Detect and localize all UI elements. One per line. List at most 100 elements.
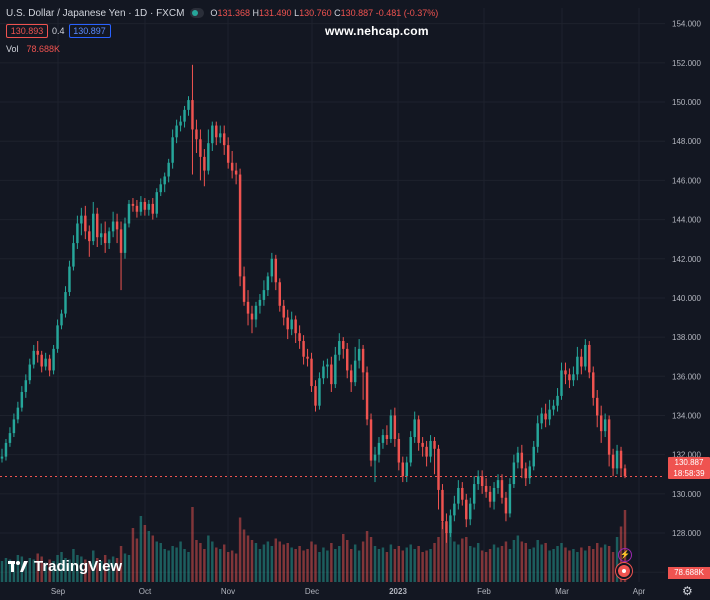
volume-bar: [334, 549, 337, 582]
chart-grid: [0, 8, 665, 582]
volume-bar: [449, 525, 452, 582]
bar-countdown: 18:58:39: [673, 469, 705, 478]
volume-bar: [461, 538, 464, 582]
candle-body: [599, 415, 603, 432]
candle-body: [544, 413, 547, 420]
candle-body: [32, 350, 35, 365]
spread-value: 0.4: [52, 26, 65, 36]
volume-price-tag: 78.688K: [668, 567, 710, 579]
tradingview-logo[interactable]: TradingView: [8, 558, 122, 575]
candle-body: [401, 462, 405, 477]
candle-body: [238, 174, 242, 277]
candle-body: [377, 442, 381, 455]
volume-bar: [310, 541, 313, 582]
candle-body: [373, 454, 377, 461]
volume-bar: [361, 541, 365, 582]
candle-body: [175, 125, 178, 138]
volume-bar: [195, 540, 198, 582]
candle-body: [266, 276, 270, 291]
settings-gear-icon[interactable]: ⚙: [682, 584, 693, 598]
volume-bar: [457, 544, 460, 582]
volume-bar: [187, 552, 190, 582]
candle-body: [306, 356, 309, 359]
volume-bar: [345, 540, 349, 582]
candle-body: [171, 137, 174, 163]
volume-bar: [60, 552, 63, 582]
candle-body: [274, 258, 278, 283]
volume-bar: [12, 562, 16, 582]
candle-body: [123, 223, 127, 253]
volume-bar: [143, 525, 147, 582]
candle-body: [588, 344, 591, 373]
volume-bar: [262, 544, 266, 582]
volume-bar: [556, 546, 559, 582]
volume-bar: [421, 552, 424, 582]
candle-body: [24, 380, 28, 392]
sell-button[interactable]: 130.893: [6, 24, 48, 38]
logo-text: TradingView: [34, 558, 123, 575]
volume-bar: [159, 543, 162, 582]
candle-body: [167, 162, 170, 177]
volume-bar: [476, 543, 480, 582]
volume-bar: [377, 549, 381, 582]
volume-bar: [405, 547, 408, 582]
candle-body: [540, 413, 543, 424]
candle-body: [342, 341, 345, 349]
lightning-icon[interactable]: ⚡: [618, 548, 632, 562]
candle-body: [195, 129, 198, 140]
volume-bar: [226, 552, 230, 582]
volume-bar: [357, 550, 361, 582]
candle-body: [607, 419, 611, 455]
volume-bar: [338, 546, 341, 582]
volume-bar: [584, 550, 587, 582]
last-price-tag: 130.887 18:58:39: [668, 457, 710, 479]
candle-body: [548, 409, 551, 420]
volume-bar: [441, 522, 444, 582]
candle-body: [88, 231, 91, 242]
symbol-title[interactable]: U.S. Dollar / Japanese Yen · 1D · FXCM: [6, 7, 185, 19]
volume-bar: [48, 559, 51, 582]
candle-body: [314, 386, 317, 406]
volume-bar: [516, 535, 520, 582]
volume-bar: [36, 553, 39, 582]
volume-bar: [76, 555, 79, 582]
candle-body: [576, 356, 579, 375]
candle-body: [330, 364, 333, 385]
volume-bar: [72, 549, 75, 582]
candle-body: [425, 446, 428, 457]
candle-body: [230, 162, 234, 171]
volume-bar: [282, 544, 285, 582]
candle-body: [409, 437, 412, 463]
volume-bar: [369, 537, 373, 582]
volume-bar: [365, 531, 369, 582]
candle-body: [564, 370, 567, 375]
candle-body: [556, 395, 559, 406]
volume-bar: [572, 549, 575, 582]
candle-body: [290, 319, 293, 330]
volume-bar: [92, 550, 95, 582]
volume-bar: [433, 543, 436, 582]
volume-bar: [4, 558, 8, 582]
candle-body: [580, 356, 583, 367]
buy-button[interactable]: 130.897: [68, 24, 111, 38]
candle-body: [254, 305, 258, 320]
time-tick-label: Nov: [221, 587, 235, 596]
price-tick-label: 152.000: [672, 59, 701, 68]
candle-body: [179, 121, 182, 126]
candle-body: [203, 156, 206, 171]
time-tick-label: 2023: [389, 587, 407, 596]
candle-body: [250, 313, 254, 320]
candle-body: [44, 358, 47, 367]
volume-bar: [242, 529, 246, 582]
volume-legend[interactable]: Vol 78.688K: [6, 44, 60, 54]
candle-body: [16, 407, 20, 420]
candle-body: [222, 133, 226, 146]
volume-bar: [147, 531, 151, 582]
chart-header: U.S. Dollar / Japanese Yen · 1D · FXCM O…: [6, 6, 438, 20]
time-tick-label: Feb: [477, 587, 491, 596]
candle-body: [611, 454, 615, 469]
record-icon[interactable]: [618, 565, 630, 577]
candle-body: [310, 358, 313, 387]
visibility-toggle-icon[interactable]: [190, 8, 205, 18]
